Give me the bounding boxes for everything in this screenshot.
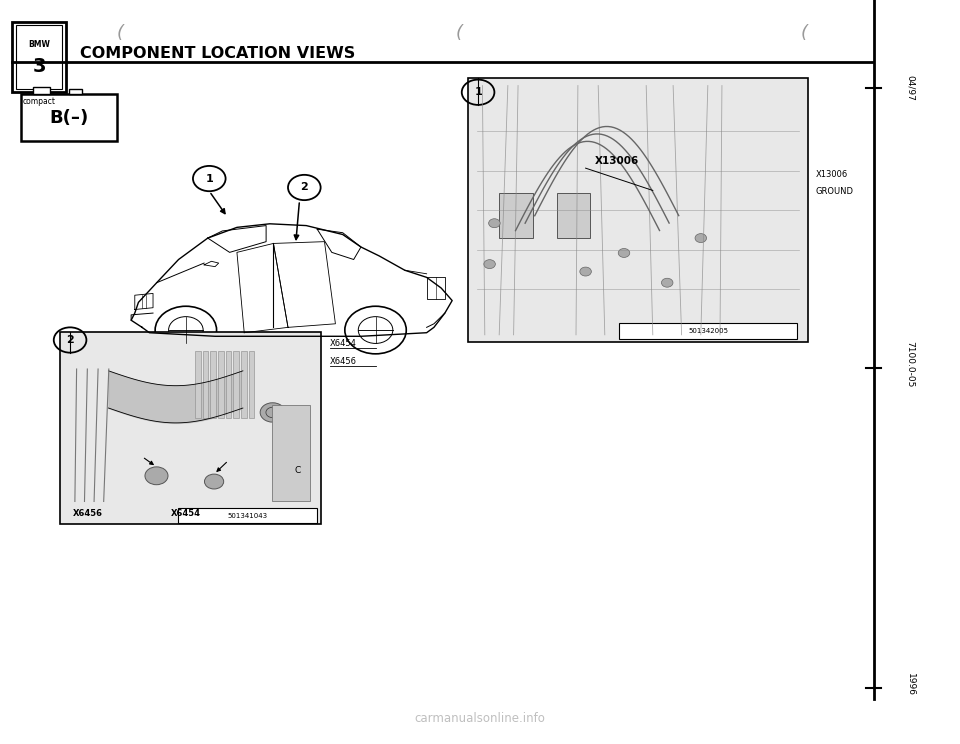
Text: GROUND: GROUND	[816, 187, 854, 196]
Text: X13006: X13006	[816, 170, 849, 179]
Text: 2: 2	[300, 182, 308, 193]
Text: X6456: X6456	[330, 357, 357, 366]
Bar	[499, 193, 533, 238]
Text: C: C	[295, 466, 300, 475]
Circle shape	[204, 474, 224, 489]
Bar	[69, 89, 82, 94]
Bar	[60, 332, 321, 524]
Text: 04/97: 04/97	[905, 75, 915, 100]
Circle shape	[580, 267, 591, 276]
Text: X6454: X6454	[330, 339, 357, 348]
Bar	[203, 351, 208, 418]
Text: (: (	[801, 24, 808, 42]
Bar	[218, 351, 224, 418]
Bar	[12, 22, 66, 92]
Circle shape	[489, 219, 500, 228]
Bar	[226, 351, 231, 418]
Text: X6456: X6456	[73, 509, 103, 518]
Text: BMW: BMW	[29, 40, 50, 49]
Text: 3: 3	[33, 57, 46, 77]
Text: B(–): B(–)	[50, 109, 88, 127]
Bar	[619, 323, 797, 339]
Bar	[16, 25, 62, 89]
Text: 1996: 1996	[905, 673, 915, 696]
Circle shape	[145, 467, 168, 485]
Text: 7100.0-05: 7100.0-05	[905, 341, 915, 388]
Bar	[113, 149, 459, 424]
Bar	[272, 405, 310, 501]
Text: (: (	[116, 24, 124, 42]
Text: 501341043: 501341043	[228, 513, 267, 519]
Circle shape	[260, 403, 285, 422]
Bar	[233, 351, 239, 418]
Bar	[178, 508, 317, 523]
Text: 501342005: 501342005	[688, 328, 728, 334]
Circle shape	[695, 234, 707, 243]
Text: COMPONENT LOCATION VIEWS: COMPONENT LOCATION VIEWS	[80, 46, 355, 61]
Text: carmanualsonline.info: carmanualsonline.info	[415, 712, 545, 725]
Text: X6454: X6454	[171, 509, 201, 518]
Text: compact: compact	[23, 97, 56, 106]
Text: X13006: X13006	[595, 155, 639, 166]
Circle shape	[618, 248, 630, 257]
Bar	[249, 351, 254, 418]
Text: (: (	[455, 24, 463, 42]
Bar	[241, 351, 247, 418]
Text: 1: 1	[205, 173, 213, 184]
Text: 2: 2	[66, 335, 74, 345]
Bar	[468, 78, 808, 342]
Bar	[210, 351, 216, 418]
Text: 1: 1	[474, 87, 482, 97]
Bar	[557, 193, 590, 238]
Bar	[21, 94, 117, 141]
Circle shape	[661, 278, 673, 287]
Bar	[33, 87, 50, 94]
Bar	[195, 351, 201, 418]
Circle shape	[484, 260, 495, 269]
